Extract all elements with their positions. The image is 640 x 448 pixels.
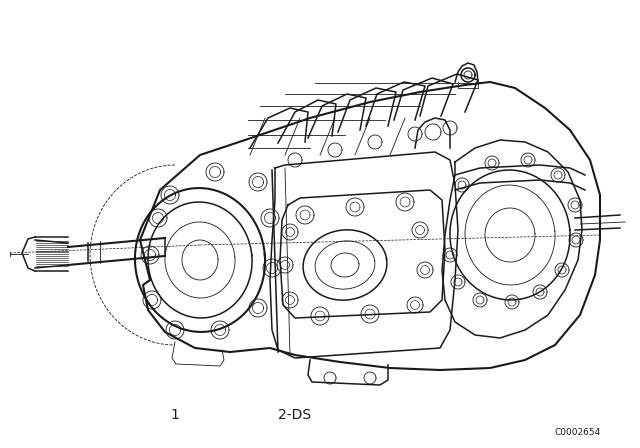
Text: C0002654: C0002654 [555, 427, 601, 436]
Text: 1: 1 [171, 408, 179, 422]
Text: 2-DS: 2-DS [278, 408, 312, 422]
